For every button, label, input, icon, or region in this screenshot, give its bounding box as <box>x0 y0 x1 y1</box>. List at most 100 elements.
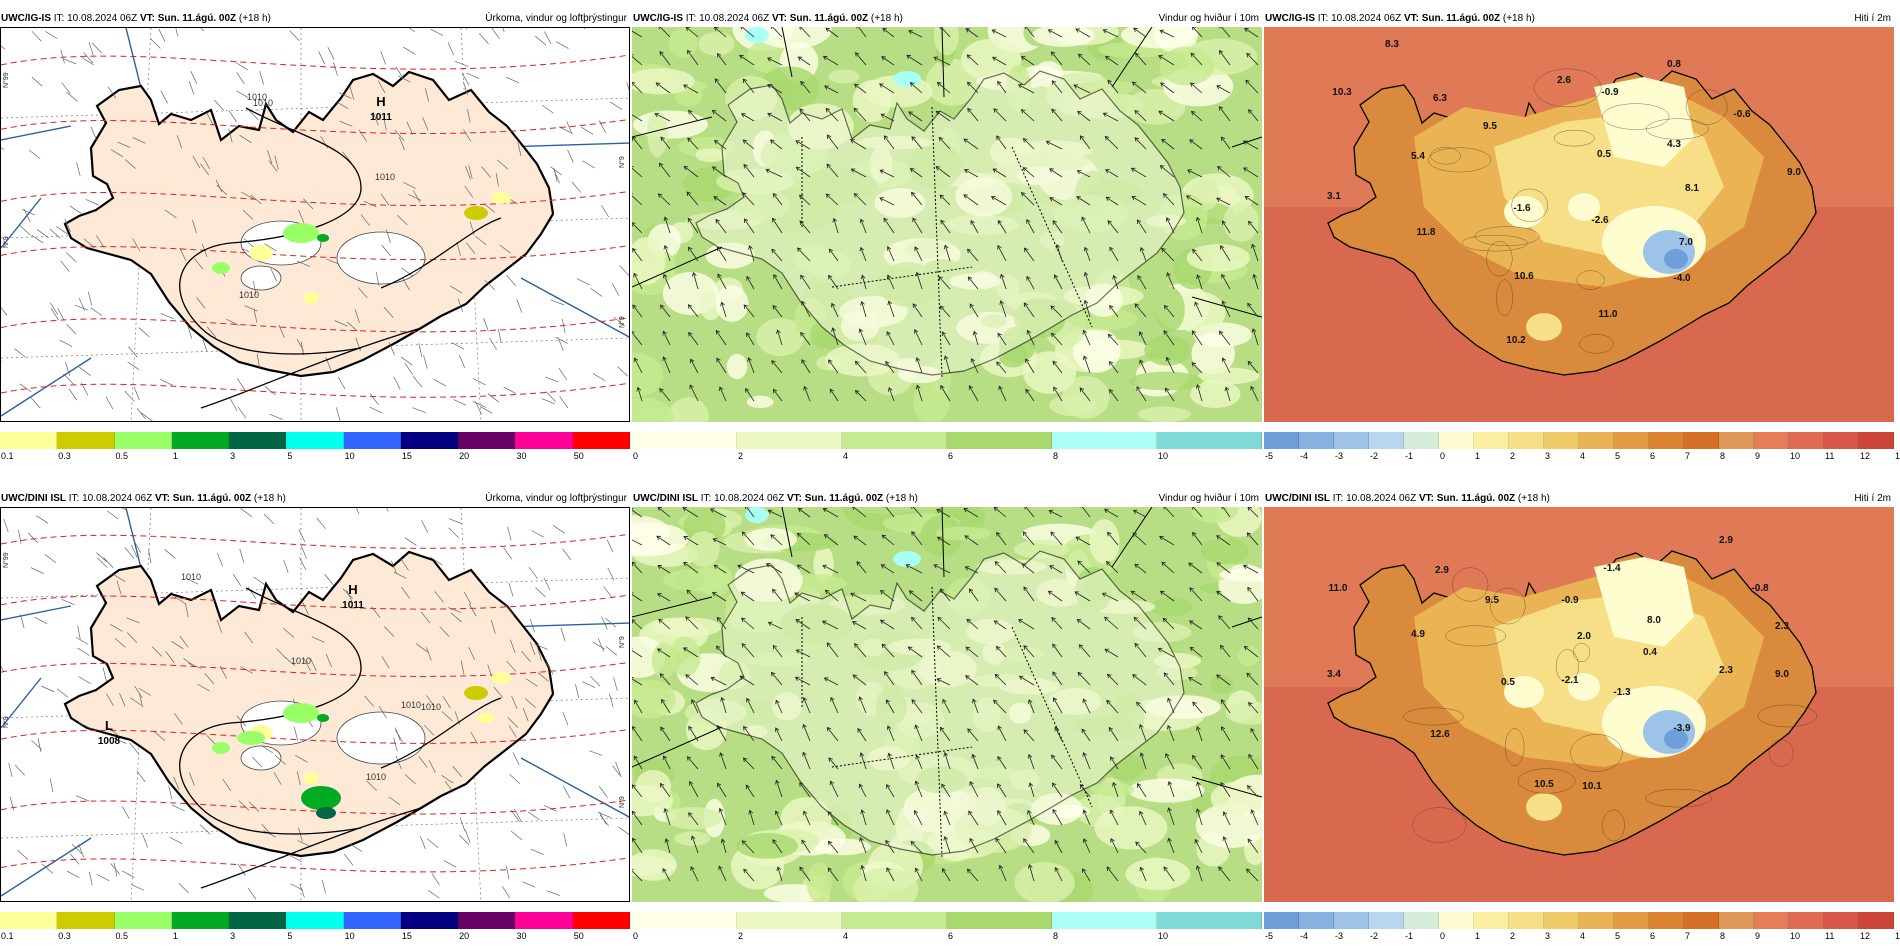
wind-speed-patch <box>1023 351 1076 394</box>
model-name: UWC/DINI ISL <box>1265 493 1330 504</box>
it-label: IT: <box>54 13 65 24</box>
it-label: IT: <box>701 493 712 504</box>
colorbar-swatch <box>1719 912 1754 929</box>
colorbar-tick-label: 50 <box>574 451 584 461</box>
graticule-edge-label: N°9 <box>619 156 626 168</box>
temperature-value-label: -1.3 <box>1613 687 1631 698</box>
colorbar-tick-label: 10 <box>1158 451 1168 461</box>
graticule-edge-label: N°99 <box>3 552 10 568</box>
colorbar-swatch <box>1544 432 1579 449</box>
temperature-value-label: 8.3 <box>1385 39 1399 50</box>
temperature-value-label: -0.8 <box>1751 583 1769 594</box>
colorbar-swatch <box>1334 432 1369 449</box>
colorbar: -5-4-3-2-1012345678910111213 <box>1264 432 1894 450</box>
colorbar-tick-label: 0.5 <box>116 451 129 461</box>
colorbar-tick-label: 1 <box>173 931 178 941</box>
colorbar-tick-label: -5 <box>1265 451 1273 461</box>
wind-speed-patch <box>1095 806 1168 849</box>
map-area <box>632 27 1262 422</box>
wind-speed-patch <box>736 833 798 859</box>
colorbar-swatch <box>737 432 842 449</box>
panel-title-bar: UWC/DINI ISL IT: 10.08.2024 06Z VT: Sun.… <box>632 492 1262 506</box>
model-name: UWC/IG-IS <box>633 13 683 24</box>
colorbar-tick-label: 50 <box>574 931 584 941</box>
glacier-cold-area <box>1526 313 1562 341</box>
panel-title-bar: UWC/IG-IS IT: 10.08.2024 06Z VT: Sun. 11… <box>0 12 630 26</box>
temperature-value-label: 2.3 <box>1775 621 1789 632</box>
wind-speed-patch <box>1014 862 1074 902</box>
vt-label: VT: <box>772 13 787 24</box>
colorbar-tick-label: 2 <box>1510 931 1515 941</box>
colorbar-tick-label: 10 <box>345 931 355 941</box>
colorbar-swatch <box>737 912 842 929</box>
isobar-label: 1010 <box>366 772 386 782</box>
precip-area <box>317 234 329 242</box>
colorbar-swatch <box>632 432 737 449</box>
colorbar-tick-label: 6 <box>1650 451 1655 461</box>
colorbar-tick-label: 3 <box>1545 451 1550 461</box>
isobar-label: 1010 <box>291 656 311 666</box>
precip-area <box>317 714 329 722</box>
precip-area <box>249 245 273 261</box>
pressure-centre-symbol: H <box>376 94 385 109</box>
colorbar-tick-label: 2 <box>1510 451 1515 461</box>
temperature-value-label: 11.0 <box>1599 309 1618 320</box>
colorbar-swatch <box>1404 432 1439 449</box>
colorbar-swatch <box>1789 432 1824 449</box>
colorbar: -5-4-3-2-1012345678910111213 <box>1264 912 1894 930</box>
wind-speed-patch <box>747 396 774 408</box>
graticule-edge-label: N°9 <box>3 716 10 728</box>
colorbar-tick-label: 0.3 <box>58 931 71 941</box>
colorbar-swatch <box>1684 432 1719 449</box>
temperature-value-label: 2.0 <box>1577 631 1591 642</box>
colorbar-tick-label: 11 <box>1825 931 1834 941</box>
colorbar-tick-label: 11 <box>1825 451 1834 461</box>
colorbar-swatch <box>1754 432 1789 449</box>
init-time: 10.08.2024 06Z <box>82 493 152 504</box>
wind-speed-patch <box>1211 781 1262 815</box>
wind-speed-patch <box>647 110 668 157</box>
colorbar-tick-label: 20 <box>459 451 469 461</box>
temperature-value-label: 11.8 <box>1417 227 1436 238</box>
colorbar-swatch <box>1369 912 1404 929</box>
wind-speed-patch <box>1090 783 1135 797</box>
colorbar-tick-label: 0 <box>1440 931 1445 941</box>
colorbar-swatch <box>57 432 114 449</box>
colorbar-swatch <box>1509 432 1544 449</box>
temperature-value-label: 3.4 <box>1327 669 1341 680</box>
temperature-value-label: 5.4 <box>1411 151 1425 162</box>
temperature-value-label: 0.5 <box>1597 149 1611 160</box>
temperature-value-label: 8.0 <box>1647 615 1661 626</box>
colorbar-swatch <box>1684 912 1719 929</box>
map-panel-wind: UWC/DINI ISL IT: 10.08.2024 06Z VT: Sun.… <box>632 492 1262 952</box>
colorbar-swatch <box>57 912 114 929</box>
precip-area <box>283 223 319 243</box>
temperature-value-label: 0.4 <box>1643 647 1657 658</box>
colorbar-tick-label: 10 <box>345 451 355 461</box>
temperature-value-label: 12.6 <box>1430 729 1450 740</box>
temperature-value-label: -1.6 <box>1513 203 1531 214</box>
colorbar-tick-label: 1 <box>173 451 178 461</box>
temperature-value-label: 10.2 <box>1506 335 1526 346</box>
colorbar-tick-label: 6 <box>1650 931 1655 941</box>
colorbar-swatch <box>515 912 572 929</box>
colorbar-tick-label: -2 <box>1370 451 1378 461</box>
lead-time: (+18 h) <box>1518 493 1550 504</box>
colorbar-tick-label: -3 <box>1335 451 1343 461</box>
wind-speed-patch <box>813 838 871 855</box>
map-area <box>632 507 1262 902</box>
colorbar-swatch <box>1544 912 1579 929</box>
map-panel-wind: UWC/IG-IS IT: 10.08.2024 06Z VT: Sun. 11… <box>632 12 1262 472</box>
it-label: IT: <box>1333 493 1344 504</box>
colorbar-swatch <box>573 432 630 449</box>
temperature-value-label: 6.3 <box>1433 93 1447 104</box>
colorbar-swatch <box>1474 912 1509 929</box>
temperature-value-label: 7.0 <box>1679 237 1693 248</box>
colorbar-swatch <box>458 432 515 449</box>
colorbar-swatch <box>573 912 630 929</box>
colorbar-swatch <box>1649 432 1684 449</box>
